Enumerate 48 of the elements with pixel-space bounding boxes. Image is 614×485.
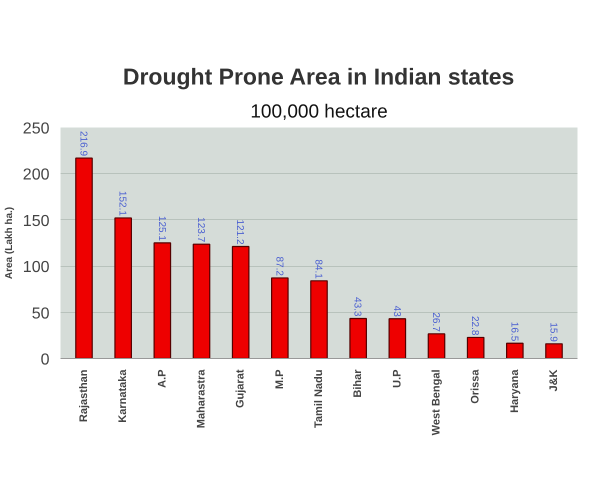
y-tick-label: 50 (32, 305, 50, 322)
x-tick-label: Tamil Nadu (313, 369, 325, 428)
x-tick-label: Bihar (352, 368, 364, 398)
x-tick-label: Orissa (470, 368, 482, 404)
bar (545, 343, 563, 358)
bar (271, 277, 289, 358)
data-label: 26.7 (430, 312, 441, 332)
x-tick-label: Haryana (508, 368, 521, 413)
bar (349, 318, 367, 358)
x-tick-label: Maharastra (196, 368, 208, 428)
data-label: 125.1 (156, 216, 167, 242)
data-label: 84.1 (312, 259, 324, 280)
data-label: 123.7 (195, 217, 206, 243)
data-label: 152.1 (116, 190, 128, 216)
data-label: 43 (390, 306, 402, 318)
chart-subtitle: 100,000 hectare (250, 102, 388, 122)
data-label: 22.8 (469, 316, 480, 336)
data-label: 216.9 (78, 131, 88, 157)
x-tick-label: A.P (156, 369, 168, 388)
bar (192, 244, 210, 358)
y-tick-label: 150 (22, 212, 50, 230)
bar (506, 342, 524, 358)
bar (388, 318, 406, 358)
data-label: 121.2 (234, 219, 246, 245)
bar (154, 242, 172, 358)
chart-title: Drought Prone Area in Indian states (122, 64, 514, 90)
x-tick-label: Gujarat (234, 369, 247, 408)
data-label: 43.3 (352, 297, 363, 317)
x-tick-label: West Bengal (430, 370, 442, 436)
bar (232, 246, 250, 358)
y-tick-label: 0 (40, 352, 50, 368)
x-tick-label: Rajasthan (78, 369, 90, 422)
data-label: 16.5 (508, 322, 520, 342)
bar (466, 336, 484, 358)
y-tick-label: 100 (22, 259, 50, 276)
bar (75, 157, 93, 358)
bar (310, 280, 328, 358)
x-tick-label: M.P (274, 369, 286, 390)
x-tick-label: Karnataka (117, 368, 130, 423)
y-tick-label: 200 (22, 166, 50, 184)
data-label: 87.2 (273, 256, 284, 276)
data-label: 15.9 (548, 322, 558, 342)
y-axis-title: Area (Lakh ha.) (4, 206, 15, 280)
bar (428, 333, 446, 358)
y-tick-label: 250 (22, 120, 50, 138)
x-tick-label: U.P (391, 369, 404, 388)
x-tick-label: J&K (548, 369, 560, 392)
bar (114, 217, 132, 358)
